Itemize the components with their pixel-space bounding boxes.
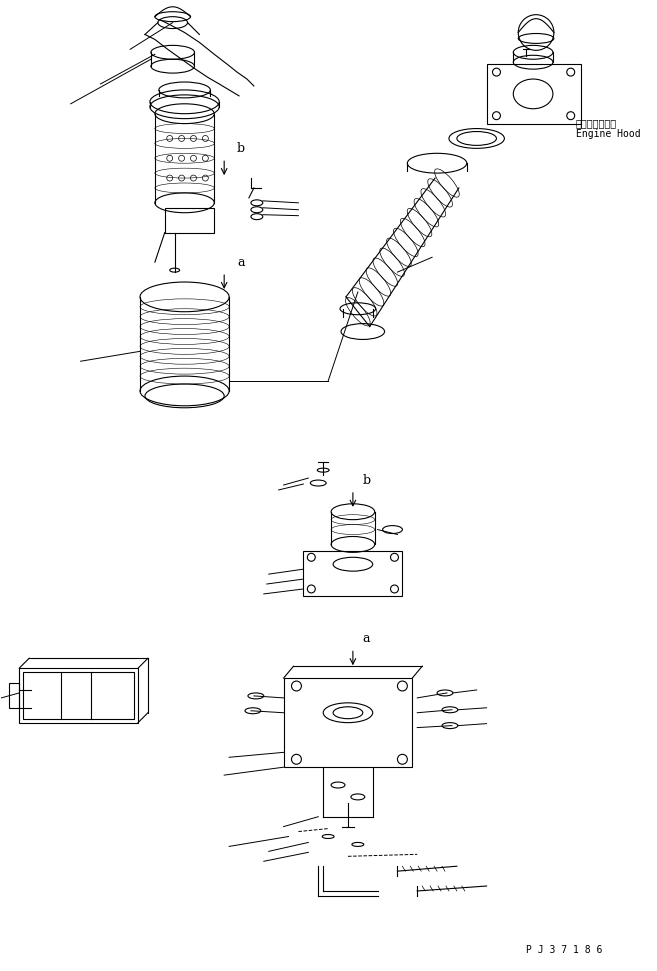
Text: Engine Hood: Engine Hood (576, 128, 641, 139)
Text: a: a (237, 255, 244, 269)
Bar (487, 64, 581, 123)
Bar (9, 683, 19, 708)
Bar (165, 208, 214, 232)
Bar (304, 552, 402, 596)
Text: a: a (363, 632, 371, 645)
Bar (19, 668, 138, 722)
Text: b: b (363, 474, 371, 486)
Bar (284, 678, 413, 767)
Text: b: b (237, 142, 245, 154)
Text: P J 3 7 1 8 6: P J 3 7 1 8 6 (526, 946, 602, 955)
Bar (23, 672, 134, 719)
Text: エンジンフード: エンジンフード (576, 118, 617, 128)
